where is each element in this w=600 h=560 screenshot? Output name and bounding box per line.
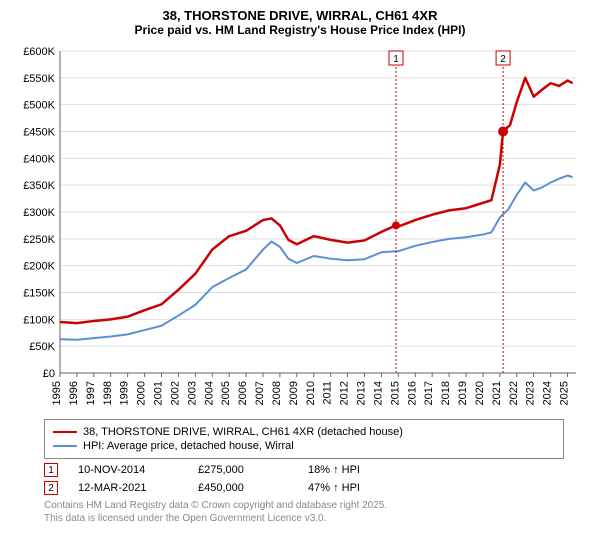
attribution-line1: Contains HM Land Registry data © Crown c…	[44, 499, 588, 512]
svg-text:1: 1	[393, 54, 399, 65]
title-address: 38, THORSTONE DRIVE, WIRRAL, CH61 4XR	[12, 8, 588, 23]
svg-text:2002: 2002	[169, 381, 181, 405]
svg-text:£300K: £300K	[23, 207, 55, 219]
svg-text:2024: 2024	[542, 381, 554, 405]
title-subtitle: Price paid vs. HM Land Registry's House …	[12, 23, 588, 37]
svg-text:2004: 2004	[203, 381, 215, 405]
svg-text:2014: 2014	[372, 381, 384, 405]
legend-label-hpi: HPI: Average price, detached house, Wirr…	[83, 440, 294, 452]
svg-text:2023: 2023	[525, 381, 537, 405]
svg-text:2022: 2022	[508, 381, 520, 405]
svg-text:2: 2	[500, 54, 506, 65]
svg-text:2019: 2019	[457, 381, 469, 405]
svg-text:2021: 2021	[491, 381, 503, 405]
chart-svg: £0 £50K £100K £150K £200K £250K £300K £350K £400…	[16, 43, 586, 413]
svg-text:1999: 1999	[119, 381, 131, 405]
svg-text:£350K: £350K	[23, 180, 55, 192]
svg-text:2011: 2011	[322, 381, 334, 405]
svg-text:2013: 2013	[356, 381, 368, 405]
svg-text:2010: 2010	[305, 381, 317, 405]
svg-text:1997: 1997	[85, 381, 97, 405]
svg-text:2016: 2016	[406, 381, 418, 405]
sale-price-1: £275,000	[198, 464, 288, 476]
attribution: Contains HM Land Registry data © Crown c…	[44, 499, 588, 525]
svg-text:2000: 2000	[136, 381, 148, 405]
svg-text:£550K: £550K	[23, 73, 55, 85]
svg-text:2017: 2017	[423, 381, 435, 405]
svg-text:2001: 2001	[153, 381, 165, 405]
svg-text:2003: 2003	[186, 381, 198, 405]
sale-marker-1: 1	[44, 463, 58, 477]
chart-title: 38, THORSTONE DRIVE, WIRRAL, CH61 4XR Pr…	[12, 8, 588, 37]
sale-price-2: £450,000	[198, 482, 288, 494]
svg-text:2015: 2015	[389, 381, 401, 405]
sale-change-2: 47% ↑ HPI	[308, 482, 408, 494]
sale-change-1: 18% ↑ HPI	[308, 464, 408, 476]
svg-text:1995: 1995	[51, 381, 63, 405]
sales-list: 1 10-NOV-2014 £275,000 18% ↑ HPI 2 12-MA…	[44, 463, 564, 495]
svg-text:1996: 1996	[68, 381, 80, 405]
svg-text:2018: 2018	[440, 381, 452, 405]
legend-item-price-paid: 38, THORSTONE DRIVE, WIRRAL, CH61 4XR (d…	[53, 426, 555, 438]
legend-swatch-hpi	[53, 445, 77, 447]
svg-text:£50K: £50K	[29, 341, 55, 353]
sale-marker-2: 2	[44, 481, 58, 495]
svg-text:£500K: £500K	[23, 100, 55, 112]
svg-text:£200K: £200K	[23, 261, 55, 273]
svg-text:£150K: £150K	[23, 288, 55, 300]
legend-item-hpi: HPI: Average price, detached house, Wirr…	[53, 440, 555, 452]
svg-text:£100K: £100K	[23, 314, 55, 326]
sale-date-2: 12-MAR-2021	[78, 482, 178, 494]
svg-text:2020: 2020	[474, 381, 486, 405]
svg-text:2008: 2008	[271, 381, 283, 405]
sale-date-1: 10-NOV-2014	[78, 464, 178, 476]
sale-row-2: 2 12-MAR-2021 £450,000 47% ↑ HPI	[44, 481, 564, 495]
sale-row-1: 1 10-NOV-2014 £275,000 18% ↑ HPI	[44, 463, 564, 477]
svg-text:2012: 2012	[339, 381, 351, 405]
svg-text:2006: 2006	[237, 381, 249, 405]
svg-text:2009: 2009	[288, 381, 300, 405]
legend-label-price-paid: 38, THORSTONE DRIVE, WIRRAL, CH61 4XR (d…	[83, 426, 403, 438]
svg-text:£450K: £450K	[23, 127, 55, 139]
legend: 38, THORSTONE DRIVE, WIRRAL, CH61 4XR (d…	[44, 419, 564, 459]
svg-text:£600K: £600K	[23, 46, 55, 58]
svg-text:1998: 1998	[102, 381, 114, 405]
legend-swatch-price-paid	[53, 431, 77, 434]
chart: £0 £50K £100K £150K £200K £250K £300K £350K £400…	[16, 43, 586, 413]
svg-text:2005: 2005	[220, 381, 232, 405]
svg-text:£0: £0	[43, 368, 55, 380]
attribution-line2: This data is licensed under the Open Gov…	[44, 512, 588, 525]
svg-text:£400K: £400K	[23, 153, 55, 165]
svg-text:£250K: £250K	[23, 234, 55, 246]
svg-text:2007: 2007	[254, 381, 266, 405]
svg-text:2025: 2025	[559, 381, 571, 405]
